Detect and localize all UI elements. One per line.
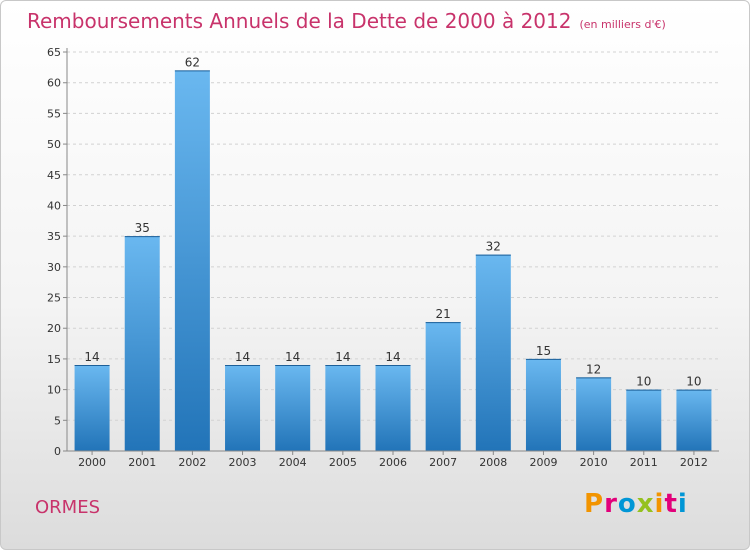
- logo-letter: i: [677, 489, 688, 519]
- bar: [425, 322, 461, 451]
- x-tick-label: 2008: [479, 456, 507, 469]
- bar: [375, 365, 411, 451]
- data-label: 14: [385, 350, 400, 364]
- data-label: 14: [285, 350, 300, 364]
- bars: 14 2000 35 2001 62 2002 14 2003 14 2004 14 2005 14 20…: [74, 55, 712, 469]
- x-tick-label: 2000: [78, 456, 106, 469]
- y-tick-label: 35: [47, 230, 61, 243]
- y-tick-label: 25: [47, 292, 61, 305]
- data-label: 21: [436, 307, 451, 321]
- town-name: ORMES: [35, 497, 101, 518]
- data-label: 10: [636, 375, 651, 389]
- x-tick-label: 2006: [379, 456, 407, 469]
- y-tick-label: 20: [47, 322, 61, 335]
- bar: [676, 389, 712, 451]
- logo-letter: i: [654, 489, 665, 519]
- bar: [275, 365, 311, 451]
- bar: [626, 389, 662, 451]
- axes: [66, 48, 719, 452]
- data-label: 62: [185, 55, 200, 69]
- bar: [174, 70, 210, 452]
- x-tick-label: 2011: [630, 456, 658, 469]
- logo-letter: r: [604, 489, 618, 519]
- logo-letter: P: [584, 489, 605, 519]
- chart-title-text: Remboursements Annuels de la Dette de 20…: [27, 9, 572, 33]
- chart-subtitle: (en milliers d'€): [579, 18, 666, 31]
- data-label: 12: [586, 362, 601, 376]
- y-tick-label: 50: [47, 138, 61, 151]
- data-label: 15: [536, 344, 551, 358]
- y-tick-label: 45: [47, 169, 61, 182]
- x-tick-label: 2010: [580, 456, 608, 469]
- bar: [576, 377, 612, 451]
- bar: [225, 365, 261, 451]
- x-tick-label: 2005: [329, 456, 357, 469]
- data-label: 14: [335, 350, 350, 364]
- x-tick-label: 2009: [529, 456, 557, 469]
- y-tick-label: 55: [47, 107, 61, 120]
- y-tick-label: 10: [47, 384, 61, 397]
- bar-chart: 0 5 10 15 20 25 30 35 40 45 50 55 60 65 14 2000 35 2001 6…: [47, 46, 719, 469]
- y-tick-label: 40: [47, 199, 61, 212]
- bar: [525, 358, 561, 451]
- data-label: 10: [686, 375, 701, 389]
- data-label: 32: [486, 240, 501, 254]
- data-label: 14: [235, 350, 250, 364]
- y-axis-labels: 0 5 10 15 20 25 30 35 40 45 50 55 60 65: [47, 46, 61, 458]
- y-tick-label: 65: [47, 46, 61, 59]
- logo-letter: t: [664, 489, 678, 519]
- x-tick-label: 2003: [229, 456, 257, 469]
- y-tick-label: 15: [47, 353, 61, 366]
- bar: [325, 365, 361, 451]
- chart-title: Remboursements Annuels de la Dette de 20…: [27, 9, 666, 33]
- x-tick-label: 2007: [429, 456, 457, 469]
- x-tick-label: 2002: [178, 456, 206, 469]
- y-tick-label: 60: [47, 77, 61, 90]
- y-tick-label: 0: [54, 445, 61, 458]
- y-tick-label: 30: [47, 261, 61, 274]
- bar: [74, 365, 110, 451]
- proxiti-logo: Proxiti: [584, 489, 688, 519]
- y-tick-label: 5: [54, 414, 61, 427]
- x-tick-label: 2001: [128, 456, 156, 469]
- bar: [124, 236, 160, 451]
- logo-letter: x: [636, 489, 655, 519]
- bar: [475, 254, 511, 451]
- data-label: 35: [135, 221, 150, 235]
- logo-letter: o: [617, 489, 637, 519]
- x-tick-label: 2004: [279, 456, 307, 469]
- x-tick-label: 2012: [680, 456, 708, 469]
- data-label: 14: [84, 350, 99, 364]
